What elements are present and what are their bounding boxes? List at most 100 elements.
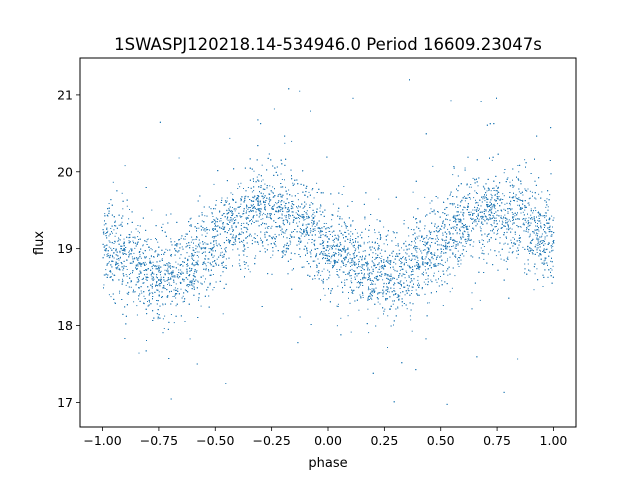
data-point <box>518 197 520 199</box>
data-point <box>477 202 479 204</box>
data-point <box>268 216 270 218</box>
data-point <box>241 216 243 217</box>
data-point <box>502 221 504 223</box>
data-point <box>222 313 224 315</box>
data-point <box>137 230 139 232</box>
data-point <box>352 293 354 294</box>
data-point <box>135 284 137 286</box>
data-point <box>302 170 303 172</box>
data-point <box>221 197 223 199</box>
data-point <box>274 233 276 235</box>
data-point <box>453 214 455 216</box>
data-point <box>419 240 421 242</box>
data-point <box>364 257 366 259</box>
data-point <box>298 221 300 223</box>
data-point <box>489 216 491 218</box>
data-point <box>133 301 135 303</box>
data-point <box>256 195 258 196</box>
data-point <box>330 261 332 263</box>
data-point <box>262 218 264 220</box>
data-point <box>520 241 522 243</box>
data-point <box>190 241 192 243</box>
data-point <box>495 217 497 219</box>
data-point <box>285 203 286 205</box>
data-point <box>146 241 148 243</box>
data-point <box>486 190 488 192</box>
data-point <box>438 238 439 240</box>
data-point <box>544 217 546 219</box>
data-point <box>522 246 524 248</box>
data-point <box>466 228 467 230</box>
data-point <box>139 232 140 234</box>
data-point <box>512 217 513 219</box>
data-point <box>213 219 215 221</box>
data-point <box>352 270 354 272</box>
data-point <box>305 233 307 235</box>
data-point <box>478 218 480 220</box>
data-point <box>112 260 114 262</box>
data-point <box>328 227 330 229</box>
data-point <box>513 216 515 218</box>
data-point <box>410 229 412 230</box>
data-point <box>160 274 161 276</box>
data-point <box>200 282 202 284</box>
data-point <box>129 209 130 210</box>
data-point <box>425 279 427 280</box>
data-point <box>284 250 286 252</box>
data-point <box>497 203 498 205</box>
data-point <box>527 225 529 227</box>
data-point <box>430 231 432 233</box>
data-point <box>153 256 155 258</box>
data-point <box>252 210 254 212</box>
data-point <box>298 217 299 218</box>
data-point <box>429 202 431 204</box>
data-point <box>372 292 374 294</box>
data-point <box>327 262 329 264</box>
data-point <box>219 220 221 222</box>
data-point <box>466 240 468 242</box>
data-point <box>529 233 531 235</box>
data-point <box>455 215 457 217</box>
data-point <box>414 265 416 267</box>
data-point <box>421 257 423 259</box>
data-point <box>503 243 505 245</box>
data-point <box>285 251 287 253</box>
data-point <box>456 233 458 235</box>
data-point <box>141 292 143 294</box>
data-point <box>353 254 355 256</box>
data-point <box>314 226 316 227</box>
data-point <box>507 256 509 258</box>
data-point <box>106 227 108 229</box>
data-point <box>541 233 543 235</box>
data-point <box>175 283 177 285</box>
data-point <box>481 216 483 218</box>
data-point <box>508 226 509 228</box>
data-point <box>358 286 360 288</box>
data-point <box>347 261 349 263</box>
data-point <box>337 285 339 287</box>
data-point <box>367 273 369 275</box>
data-point <box>497 190 498 192</box>
data-point <box>341 194 343 195</box>
data-point <box>319 232 321 234</box>
data-point <box>303 214 305 216</box>
data-point <box>108 294 110 296</box>
data-point <box>151 276 153 278</box>
data-point <box>358 258 360 260</box>
data-point <box>464 207 466 209</box>
data-point <box>360 279 362 281</box>
data-point <box>367 289 369 291</box>
data-point <box>482 250 484 252</box>
data-point <box>208 270 210 272</box>
data-point <box>528 202 530 204</box>
data-point <box>155 276 157 278</box>
data-point <box>522 211 524 213</box>
data-point <box>143 282 145 284</box>
data-point <box>323 223 325 224</box>
data-point <box>216 225 218 227</box>
data-point <box>398 295 399 297</box>
data-point <box>352 260 354 262</box>
data-point <box>128 274 130 275</box>
data-point <box>516 257 518 259</box>
data-point <box>311 242 313 244</box>
